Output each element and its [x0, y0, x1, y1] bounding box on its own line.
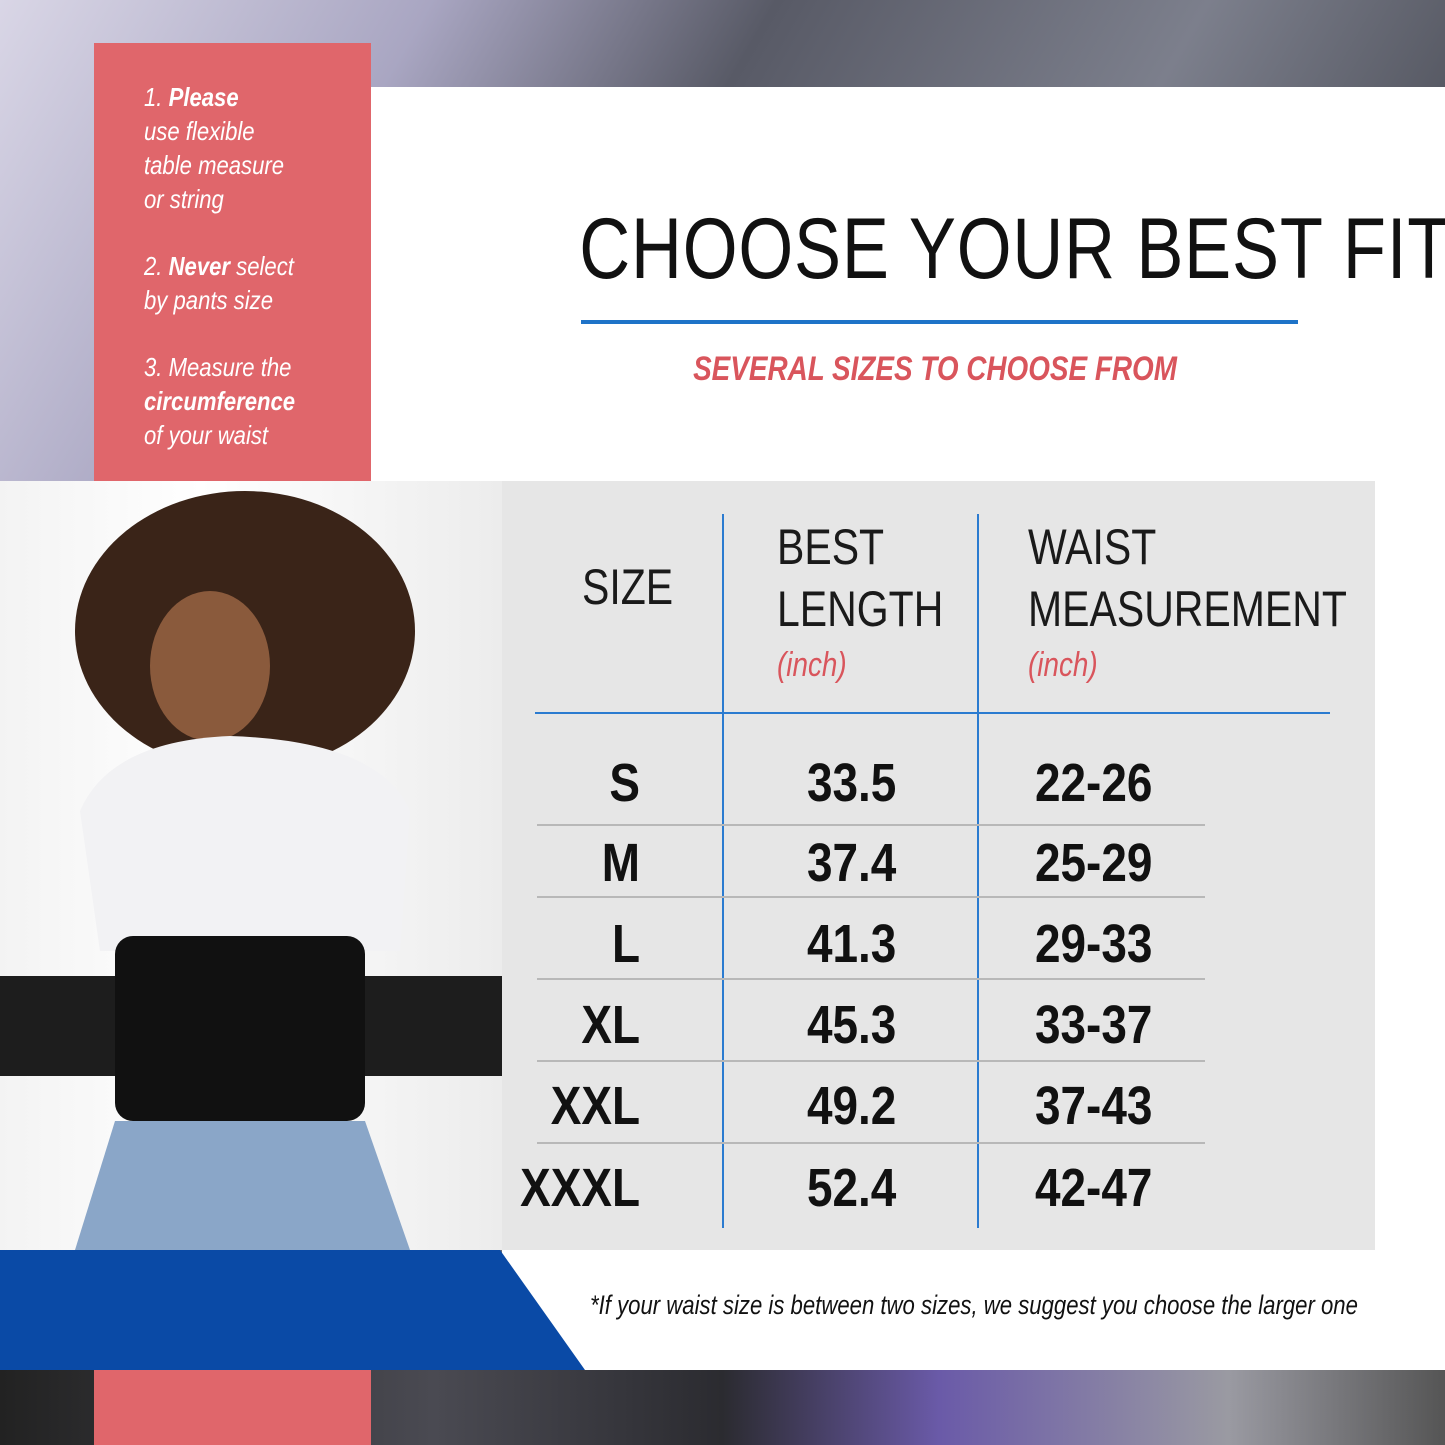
header-unit: (inch) — [777, 646, 847, 684]
tip-emphasis: Never — [168, 251, 231, 281]
tip-text: by pants size — [144, 285, 273, 315]
cell-waist: 42-47 — [1035, 1158, 1153, 1218]
cell-size: XXL — [550, 1076, 640, 1136]
header-text: BEST — [777, 519, 885, 575]
cell-waist: 33-37 — [1035, 995, 1153, 1055]
cell-length: 41.3 — [807, 914, 897, 974]
footnote: *If your waist size is between two sizes… — [590, 1290, 1358, 1320]
footnote-panel — [502, 1250, 1445, 1370]
tip-number: 1. — [144, 82, 163, 112]
row-divider — [537, 1060, 1205, 1062]
header-waist: WAIST MEASUREMENT (inch) — [1028, 516, 1347, 690]
cell-length: 33.5 — [807, 753, 897, 813]
tip-text: select — [230, 251, 294, 281]
tip-emphasis: Please — [168, 82, 239, 112]
model-illustration — [0, 491, 502, 1250]
tip-3: 3. Measure the circumference of your wai… — [144, 350, 295, 452]
model-photo — [0, 481, 502, 1250]
cell-size: S — [609, 753, 640, 813]
cell-size: XXXL — [520, 1158, 640, 1218]
red-accent-strip — [94, 1370, 371, 1445]
header-text: WAIST — [1028, 519, 1157, 575]
shirt-shape — [80, 736, 410, 951]
tip-text: use flexible — [144, 116, 255, 146]
row-divider — [537, 824, 1205, 826]
jeans-shape — [75, 1121, 410, 1250]
header-length: BEST LENGTH (inch) — [777, 516, 943, 690]
row-divider — [537, 896, 1205, 898]
cell-waist: 22-26 — [1035, 753, 1153, 813]
tip-number: 2. — [144, 251, 163, 281]
belt-shape — [115, 936, 365, 1121]
header-text: MEASUREMENT — [1028, 581, 1347, 637]
title-panel — [371, 87, 1445, 482]
cell-waist: 37-43 — [1035, 1076, 1153, 1136]
cell-size: L — [611, 914, 640, 974]
cell-waist: 29-33 — [1035, 914, 1153, 974]
header-divider — [535, 712, 1330, 714]
header-size: SIZE — [582, 559, 674, 615]
title-underline — [581, 320, 1298, 324]
cell-waist: 25-29 — [1035, 833, 1153, 893]
size-table — [502, 481, 1375, 1251]
cell-length: 52.4 — [807, 1158, 897, 1218]
tip-emphasis: circumference — [144, 386, 296, 416]
tips-panel — [94, 43, 371, 481]
tip-1: 1. Please use flexible table measure or … — [144, 80, 284, 216]
cell-size: M — [601, 833, 640, 893]
cell-size: XL — [581, 995, 640, 1055]
tip-text: or string — [144, 184, 224, 214]
tip-text: of your waist — [144, 420, 269, 450]
page-subtitle: SEVERAL SIZES TO CHOOSE FROM — [693, 350, 1177, 388]
cell-length: 37.4 — [807, 833, 897, 893]
row-divider — [537, 1142, 1205, 1144]
tip-text: 3. Measure the — [144, 352, 292, 382]
column-divider — [722, 514, 724, 1228]
white-margin — [1375, 481, 1445, 1251]
page-title: CHOOSE YOUR BEST FIT — [579, 201, 1445, 297]
cell-length: 45.3 — [807, 995, 897, 1055]
tip-2: 2. Never select by pants size — [144, 249, 294, 317]
face-shape — [150, 591, 270, 741]
tip-text: table measure — [144, 150, 285, 180]
header-text: LENGTH — [777, 581, 944, 637]
column-divider — [977, 514, 979, 1228]
cell-length: 49.2 — [807, 1076, 897, 1136]
row-divider — [537, 978, 1205, 980]
header-unit: (inch) — [1028, 646, 1098, 684]
blue-accent-band — [0, 1250, 585, 1370]
